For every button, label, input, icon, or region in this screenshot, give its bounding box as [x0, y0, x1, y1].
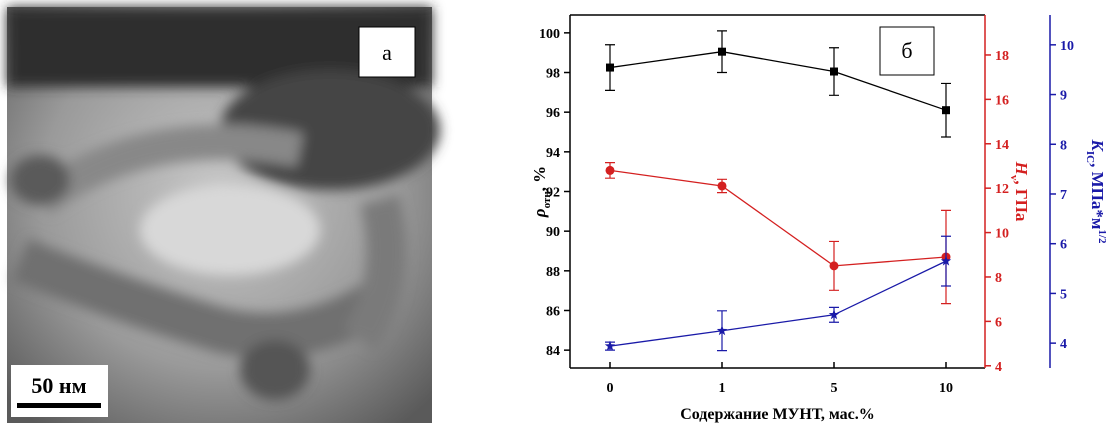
- y-tick-label: 12: [995, 182, 1009, 197]
- y-tick-label: 7: [1060, 188, 1067, 203]
- axis-label-symbol: H: [1012, 161, 1031, 176]
- y-tick-label: 9: [1060, 89, 1067, 104]
- marker: [606, 64, 614, 72]
- panel-label: б: [901, 38, 912, 63]
- marker: [718, 48, 726, 56]
- tem-image: а 50 нм: [7, 7, 440, 423]
- marker: [830, 261, 839, 270]
- y-tick-label: 84: [546, 344, 560, 359]
- axis-label-subscript: отн: [541, 191, 553, 209]
- y-tick-label: 16: [995, 93, 1009, 108]
- x-tick-label: 10: [939, 381, 953, 396]
- y-tick-label: 18: [995, 49, 1009, 64]
- y-tick-label: 94: [546, 146, 560, 161]
- y-tick-label: 90: [546, 225, 560, 240]
- y-tick-label: 98: [546, 67, 560, 82]
- scale-bar-label: 50 нм: [31, 373, 86, 398]
- y-tick-label: 14: [995, 138, 1009, 153]
- marker: [718, 181, 727, 190]
- y-tick-label: 100: [539, 27, 560, 42]
- axis-label: Hv, ГПа: [1008, 161, 1031, 222]
- series-line: [610, 170, 946, 265]
- y-tick-label: 10: [995, 227, 1009, 242]
- y-tick-label: 8: [1060, 138, 1067, 153]
- axis-label-superscript: 1/2: [1096, 229, 1108, 244]
- figure: а 50 нм б 8486889092949698100ρотн, %4681…: [0, 0, 1116, 429]
- axis-label-unit: , МПа*м: [1088, 163, 1107, 230]
- scale-bar: [17, 403, 101, 408]
- x-tick-label: 1: [719, 381, 726, 396]
- series-line: [610, 261, 946, 346]
- x-tick-label: 0: [607, 381, 614, 396]
- y-tick-label: 4: [995, 360, 1002, 375]
- axis-label-symbol: ρ: [530, 208, 549, 218]
- y-tick-label: 6: [1060, 238, 1067, 253]
- y-tick-label: 6: [995, 315, 1002, 330]
- panel-label: а: [382, 40, 392, 65]
- marker: [830, 68, 838, 76]
- y-tick-label: 96: [546, 106, 560, 121]
- axis-label: KIC, МПа*м1/2: [1084, 139, 1108, 244]
- y-tick-label: 8: [995, 271, 1002, 286]
- axis-label-subscript: IC: [1084, 151, 1096, 163]
- y-tick-label: 4: [1060, 337, 1067, 352]
- y-tick-label: 10: [1060, 39, 1074, 54]
- axis-label: ρотн, %: [530, 166, 553, 218]
- axis-label-unit: , %: [530, 166, 549, 192]
- y-tick-label: 5: [1060, 287, 1067, 302]
- axis-label-unit: , ГПа: [1012, 180, 1031, 222]
- marker: [942, 106, 950, 114]
- marker: [606, 166, 615, 175]
- x-tick-label: 5: [831, 381, 838, 396]
- y-tick-label: 86: [546, 304, 560, 319]
- x-axis-label: Содержание МУНТ, мас.%: [680, 406, 875, 423]
- y-tick-label: 88: [546, 265, 560, 280]
